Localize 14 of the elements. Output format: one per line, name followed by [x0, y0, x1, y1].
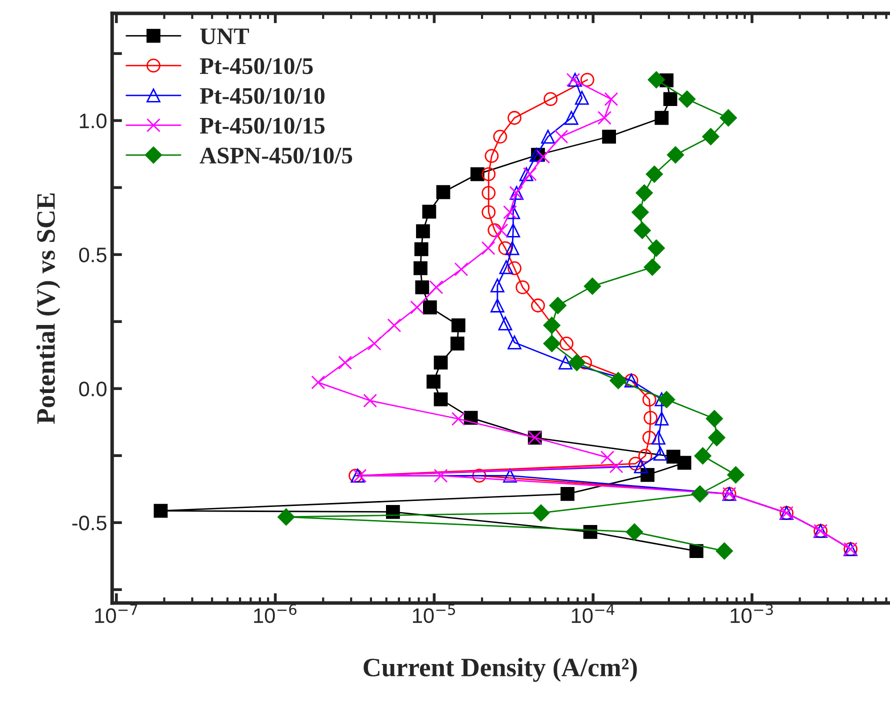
legend-label: ASPN-450/10/5	[200, 148, 352, 164]
y-axis-title: Potential (V) vs SCE	[36, 193, 60, 424]
y-tick-label: 0.0	[79, 382, 106, 396]
x-tick-label: 10$^{−3}$	[730, 604, 773, 624]
y-tick-label: 0.5	[79, 248, 106, 262]
x-tick-label: 10$^{−6}$	[254, 604, 296, 624]
legend-label: Pt-450/10/15	[200, 118, 325, 134]
y-tick-label: -0.5	[72, 516, 106, 530]
y-tick-label: 1.0	[80, 114, 106, 128]
x-tick-label: 10$^{−4}$	[572, 604, 614, 624]
x-axis-title: Current Density (A/cm²)	[364, 658, 637, 682]
legend-label: Pt-450/10/10	[200, 88, 325, 104]
legend-label: Pt-450/10/5	[200, 58, 313, 74]
legend-label: UNT	[200, 28, 249, 44]
